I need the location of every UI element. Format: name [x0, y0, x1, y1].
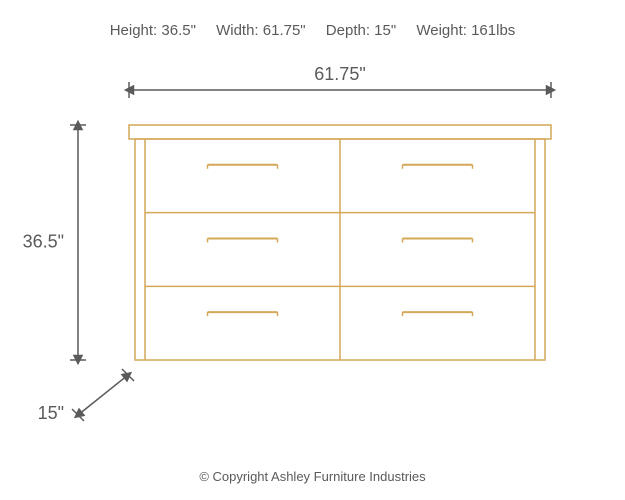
spec-width: Width: 61.75"	[216, 22, 306, 39]
spec-height: Height: 36.5"	[110, 22, 196, 39]
copyright-text: © Copyright Ashley Furniture Industries	[0, 469, 625, 484]
spec-weight: Weight: 161lbs	[416, 22, 515, 39]
dimension-diagram: 61.75" 36.5" 15"	[0, 55, 625, 455]
spec-row: Height: 36.5" Width: 61.75" Depth: 15" W…	[0, 22, 625, 39]
svg-text:61.75": 61.75"	[314, 64, 365, 84]
svg-text:36.5": 36.5"	[23, 232, 64, 252]
spec-depth: Depth: 15"	[326, 22, 396, 39]
svg-text:15": 15"	[38, 403, 64, 423]
